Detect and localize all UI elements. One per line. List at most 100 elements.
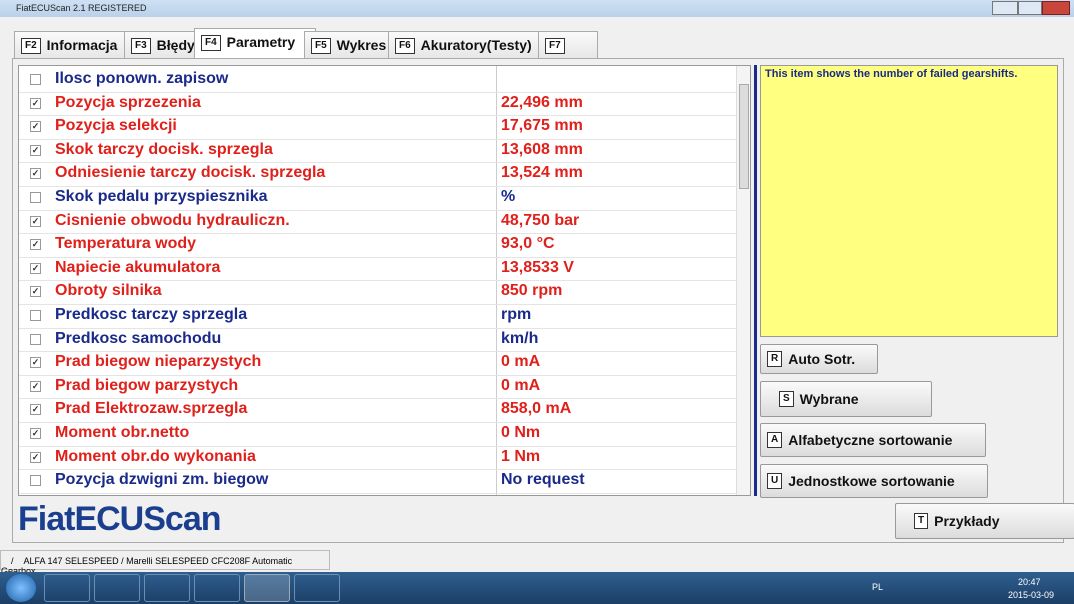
parameter-value: 850 rpm — [501, 282, 563, 300]
checkbox[interactable] — [30, 74, 41, 85]
checkbox[interactable]: ✓ — [30, 262, 41, 274]
button[interactable]: A Alfabetyczne sortowanie — [760, 423, 986, 457]
parameter-value: 17,675 mm — [501, 117, 583, 135]
parameter-name: Obroty silnika — [55, 282, 162, 300]
paint-icon[interactable] — [294, 574, 340, 602]
tab-label: Błędy — [156, 37, 195, 53]
checkbox[interactable]: ✓ — [30, 451, 41, 463]
minimize-button[interactable] — [992, 1, 1018, 15]
button[interactable]: S Wybrane — [760, 381, 932, 417]
parameter-row[interactable]: ✓ Temperatura wody 93,0 °C — [19, 233, 737, 258]
parameter-row[interactable]: ✓ Odniesienie tarczy docisk. sprzegla 13,5… — [19, 162, 737, 187]
checkbox[interactable] — [30, 475, 41, 487]
parameter-row[interactable]: ✓ Prad biegow nieparzystych 0 mA — [19, 351, 737, 376]
media-icon[interactable] — [144, 574, 190, 602]
parameter-list: Ilosc ponown. zapisow ✓ Pozycja sprzezenia… — [18, 65, 751, 496]
scroll-thumb[interactable] — [739, 84, 749, 189]
parameter-name: Cisnienie obwodu hydrauliczn. — [55, 211, 290, 229]
button[interactable]: R Auto Sotr. — [760, 344, 878, 374]
parameter-row[interactable]: ✓ Obroty silnika 850 rpm — [19, 280, 737, 305]
tab-label: Informacja — [46, 37, 118, 53]
checkbox[interactable] — [30, 192, 41, 203]
parameter-name: Moment obr.netto — [55, 424, 190, 441]
parameter-row[interactable]: ✓ Napiecie akumulatora 13,8533 V — [19, 257, 737, 282]
ie-icon[interactable] — [44, 574, 90, 602]
parameter-row[interactable]: Predkosc tarczy sprzegla rpm — [19, 304, 737, 329]
checkbox[interactable] — [30, 333, 41, 345]
title-bar: FiatECUScan 2.1 REGISTERED — [0, 0, 1074, 17]
clock-date[interactable]: 2015-03-09 — [1008, 590, 1055, 600]
checkbox[interactable]: ✓ — [30, 215, 41, 227]
checkbox[interactable] — [30, 310, 41, 321]
chrome-icon[interactable] — [194, 574, 240, 602]
parameter-value: % — [501, 188, 516, 205]
checkbox[interactable]: ✓ — [30, 428, 41, 439]
button-key: S — [779, 391, 794, 407]
checkbox[interactable]: ✓ — [30, 357, 41, 369]
button-label: Przykłady — [934, 513, 1000, 529]
parameter-name: Prad Elektrozaw.sprzegla — [55, 400, 248, 418]
checkbox[interactable]: ✓ — [30, 239, 41, 251]
parameter-row[interactable]: Pozycja dzwigni zm. biegow No request — [19, 469, 737, 494]
button[interactable]: U Jednostkowe sortowanie — [760, 464, 988, 498]
parameter-row[interactable]: Predkosc samochodu km/h — [19, 328, 737, 353]
parameter-row[interactable]: ✓ Prad Elektrozaw.sprzegla 858,0 mA — [19, 398, 737, 423]
window-title: FiatECUScan 2.1 REGISTERED — [16, 3, 147, 13]
parameter-value: 13,608 mm — [501, 140, 583, 158]
status-bar: / ALFA 147 SELESPEED / Marelli SELESPEED … — [0, 550, 330, 576]
parameter-row[interactable]: ✓ Cisnienie obwodu hydrauliczn. 48,750 bar — [19, 210, 737, 235]
checkbox[interactable]: ✓ — [30, 144, 41, 156]
parameter-row[interactable]: ✓ Moment obr.do wykonania 1 Nm — [19, 446, 737, 471]
checkbox[interactable]: ✓ — [30, 121, 41, 133]
checkbox[interactable]: ✓ — [30, 97, 41, 109]
button-label: Alfabetyczne sortowanie — [788, 432, 953, 448]
parameter-value: 13,524 mm — [501, 164, 583, 182]
clock-time[interactable]: 20:47 — [1018, 577, 1041, 587]
parameter-row[interactable]: Ilosc ponown. zapisow — [19, 68, 737, 93]
parameter-name: Pozycja sprzezenia — [55, 93, 201, 111]
parameter-value: km/h — [501, 329, 539, 347]
maximize-button[interactable] — [1018, 1, 1042, 15]
parameter-value: No request — [501, 471, 585, 489]
button-key: R — [767, 351, 783, 367]
parameter-name: Moment obr.do wykonania — [55, 447, 256, 465]
button-label: Auto Sotr. — [788, 351, 856, 367]
button-label: Jednostkowe sortowanie — [788, 473, 955, 489]
parameter-name: Temperatura wody — [55, 235, 197, 253]
close-button[interactable] — [1042, 1, 1070, 15]
checkbox[interactable]: ✓ — [30, 168, 41, 180]
parameter-row[interactable]: Skok pedalu przyspiesznika% — [19, 186, 737, 211]
parameter-value: 0 mA — [501, 376, 541, 394]
explorer-icon[interactable] — [94, 574, 140, 602]
parameter-row[interactable]: ✓ Moment obr.netto 0 Nm — [19, 422, 737, 447]
tab-key: F2 — [21, 38, 41, 55]
parameter-name: Pozycja selekcji — [55, 117, 177, 135]
button-key: U — [767, 473, 783, 489]
start-button[interactable] — [6, 574, 36, 602]
logo: FiatECUScan — [18, 500, 221, 538]
parameter-value: 22,496 mm — [501, 93, 583, 111]
parameter-value: 48,750 bar — [501, 211, 580, 229]
checkbox[interactable]: ✓ — [30, 404, 41, 416]
parameter-row[interactable]: ✓ Pozycja sprzezenia 22,496 mm — [19, 92, 737, 117]
parameter-row[interactable]: ✓ Prad biegow parzystych 0 mA — [19, 375, 737, 400]
language[interactable]: PL — [872, 582, 884, 592]
button[interactable]: T Przykłady — [895, 503, 1074, 539]
parameter-name: Prad biegow nieparzystych — [55, 353, 262, 371]
parameter-value: 93,0 °C — [501, 235, 555, 253]
parameter-row[interactable]: ✓ Pozycja selekcji 17,675 mm — [19, 115, 737, 140]
parameter-name: Ilosc ponown. zapisow — [55, 70, 229, 87]
parameter-value: 0 mA — [501, 353, 541, 371]
button-label: Wybrane — [799, 391, 859, 407]
tab-key: F6 — [395, 38, 415, 55]
description-box: This item shows the number of failed gea… — [760, 65, 1058, 337]
scrollbar[interactable] — [736, 66, 750, 495]
parameter-value: 13,8533 V — [501, 258, 574, 276]
status-path: / — [11, 556, 14, 566]
fiatecuscan-icon[interactable] — [244, 574, 290, 602]
parameter-row[interactable]: ✓ Skok tarczy docisk. sprzegla 13,608 mm — [19, 139, 737, 164]
tab-label: Wykres — [336, 37, 387, 53]
parameter-name: Predkosc samochodu — [55, 329, 222, 347]
checkbox[interactable]: ✓ — [30, 286, 41, 298]
checkbox[interactable]: ✓ — [30, 380, 41, 392]
